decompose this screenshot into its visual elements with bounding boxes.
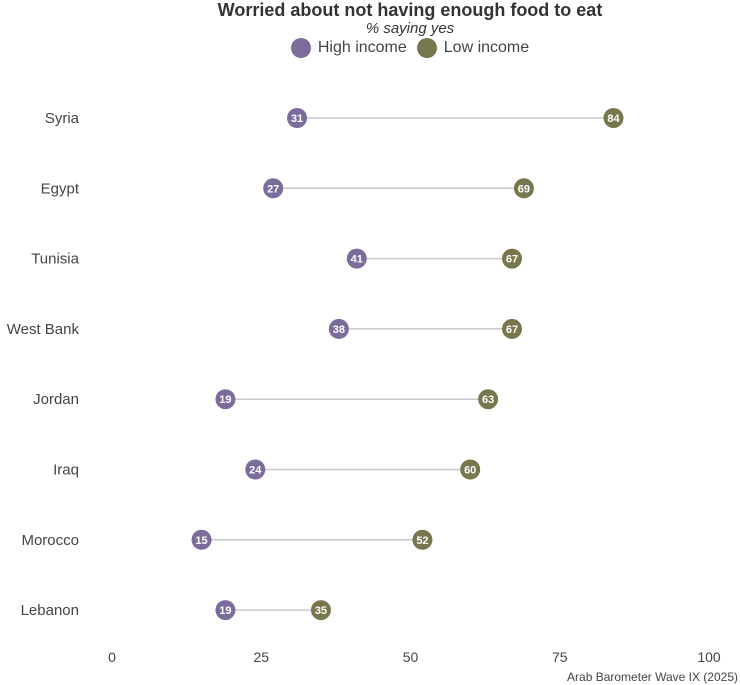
value-label-low-income-lebanon: 35 <box>315 605 327 617</box>
row-lebanon: Lebanon 19 35 <box>21 600 331 621</box>
category-label-syria: Syria <box>45 110 80 127</box>
category-label-west-bank: West Bank <box>7 321 80 338</box>
value-label-high-income-west-bank: 38 <box>333 324 345 336</box>
row-jordan: Jordan 19 63 <box>33 389 499 410</box>
dot-low-income-west-bank <box>501 318 522 339</box>
x-tick-label-75: 75 <box>552 649 568 665</box>
value-label-low-income-west-bank: 67 <box>506 324 518 336</box>
legend-label-high-income: High income <box>317 39 407 56</box>
dot-high-income-jordan <box>215 389 236 410</box>
category-label-tunisia: Tunisia <box>31 251 79 268</box>
value-label-high-income-tunisia: 41 <box>351 254 363 266</box>
value-label-low-income-tunisia: 67 <box>506 254 518 266</box>
row-syria: Syria 31 84 <box>45 108 624 128</box>
value-label-low-income-jordan: 63 <box>482 394 494 406</box>
value-label-low-income-iraq: 60 <box>464 465 476 477</box>
value-label-high-income-syria: 31 <box>291 113 303 125</box>
category-label-iraq: Iraq <box>53 462 79 479</box>
dot-high-income-syria <box>287 108 308 128</box>
row-iraq: Iraq 24 60 <box>53 459 481 480</box>
row-west-bank: West Bank 38 67 <box>7 318 522 339</box>
x-tick-label-0: 0 <box>108 649 116 665</box>
dot-low-income-syria <box>603 108 624 128</box>
legend-swatch-high-income <box>290 38 311 58</box>
dot-high-income-egypt <box>263 178 284 199</box>
value-label-high-income-lebanon: 19 <box>219 605 231 617</box>
row-morocco: Morocco 15 52 <box>21 529 433 550</box>
dot-high-income-morocco <box>191 529 212 550</box>
x-tick-label-50: 50 <box>403 649 419 665</box>
row-tunisia: Tunisia 41 67 <box>31 248 522 269</box>
source-note: Arab Barometer Wave IX (2025) <box>567 670 738 684</box>
dot-low-income-iraq <box>460 459 481 480</box>
legend-swatch-low-income <box>416 38 437 58</box>
value-label-high-income-egypt: 27 <box>267 183 279 195</box>
dot-high-income-tunisia <box>346 248 367 269</box>
legend-item-low-income: Low income <box>416 38 530 58</box>
dot-low-income-lebanon <box>310 600 331 621</box>
value-label-low-income-egypt: 69 <box>518 183 530 195</box>
value-label-high-income-iraq: 24 <box>249 465 262 477</box>
dot-high-income-iraq <box>245 459 266 480</box>
value-label-low-income-syria: 84 <box>607 113 620 125</box>
category-label-morocco: Morocco <box>21 532 79 549</box>
legend-item-high-income: High income <box>290 38 407 58</box>
value-label-high-income-morocco: 15 <box>195 535 207 547</box>
value-label-low-income-morocco: 52 <box>416 535 428 547</box>
chart-title: Worried about not having enough food to … <box>217 0 603 20</box>
x-tick-label-25: 25 <box>253 649 269 665</box>
x-tick-label-100: 100 <box>697 649 721 665</box>
dot-low-income-egypt <box>513 178 534 199</box>
dot-low-income-jordan <box>478 389 499 410</box>
dot-high-income-west-bank <box>328 318 349 339</box>
category-label-egypt: Egypt <box>41 180 80 197</box>
row-egypt: Egypt 27 69 <box>41 178 534 199</box>
chart-subtitle: % saying yes <box>365 20 455 37</box>
category-label-lebanon: Lebanon <box>21 602 79 619</box>
value-label-high-income-jordan: 19 <box>219 394 231 406</box>
legend-label-low-income: Low income <box>443 39 530 56</box>
dot-low-income-morocco <box>412 529 433 550</box>
dot-low-income-tunisia <box>501 248 522 269</box>
dot-high-income-lebanon <box>215 600 236 621</box>
legend: High income Low income <box>0 38 740 58</box>
category-label-jordan: Jordan <box>33 391 79 408</box>
